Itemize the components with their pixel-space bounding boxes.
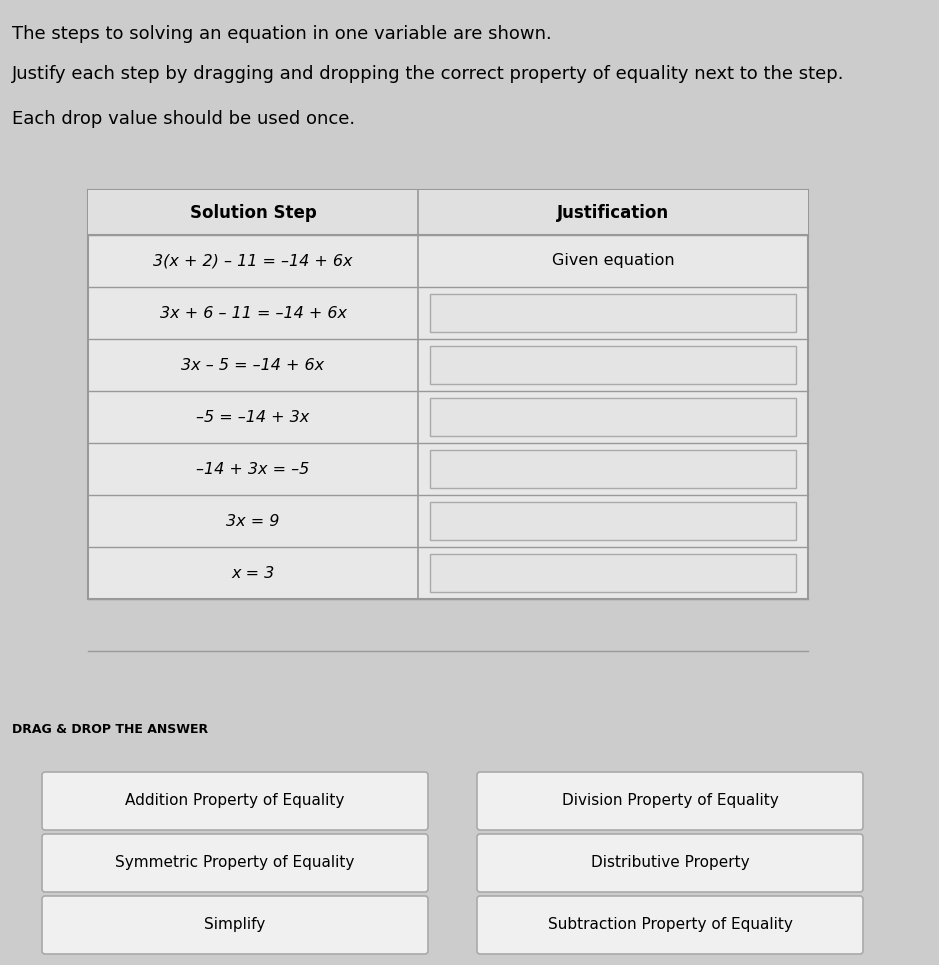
FancyBboxPatch shape [430,346,796,384]
Text: 3(x + 2) – 11 = –14 + 6x: 3(x + 2) – 11 = –14 + 6x [153,254,353,268]
FancyBboxPatch shape [42,834,428,892]
FancyBboxPatch shape [477,834,863,892]
FancyBboxPatch shape [430,554,796,592]
Text: Given equation: Given equation [552,254,674,268]
Text: 3x + 6 – 11 = –14 + 6x: 3x + 6 – 11 = –14 + 6x [160,306,346,320]
Text: Justification: Justification [557,204,670,222]
Text: –5 = –14 + 3x: –5 = –14 + 3x [196,409,310,425]
Text: Division Property of Equality: Division Property of Equality [562,793,778,809]
Text: 3x = 9: 3x = 9 [226,513,280,529]
Text: The steps to solving an equation in one variable are shown.: The steps to solving an equation in one … [12,25,552,43]
FancyBboxPatch shape [430,450,796,488]
Text: x = 3: x = 3 [231,565,274,581]
FancyBboxPatch shape [42,896,428,954]
Text: Solution Step: Solution Step [190,204,316,222]
FancyBboxPatch shape [430,502,796,540]
Text: 3x – 5 = –14 + 6x: 3x – 5 = –14 + 6x [181,357,325,372]
Text: Subtraction Property of Equality: Subtraction Property of Equality [547,918,793,932]
Text: Addition Property of Equality: Addition Property of Equality [125,793,345,809]
Text: Distributive Property: Distributive Property [591,856,749,870]
Text: DRAG & DROP THE ANSWER: DRAG & DROP THE ANSWER [12,723,208,736]
Text: Each drop value should be used once.: Each drop value should be used once. [12,110,355,128]
Text: Simplify: Simplify [205,918,266,932]
FancyBboxPatch shape [430,294,796,332]
Text: Justify each step by dragging and dropping the correct property of equality next: Justify each step by dragging and droppi… [12,65,844,83]
Text: Symmetric Property of Equality: Symmetric Property of Equality [115,856,355,870]
FancyBboxPatch shape [430,398,796,436]
FancyBboxPatch shape [477,896,863,954]
Text: –14 + 3x = –5: –14 + 3x = –5 [196,461,310,477]
FancyBboxPatch shape [88,190,808,235]
FancyBboxPatch shape [477,772,863,830]
FancyBboxPatch shape [42,772,428,830]
FancyBboxPatch shape [88,190,808,599]
